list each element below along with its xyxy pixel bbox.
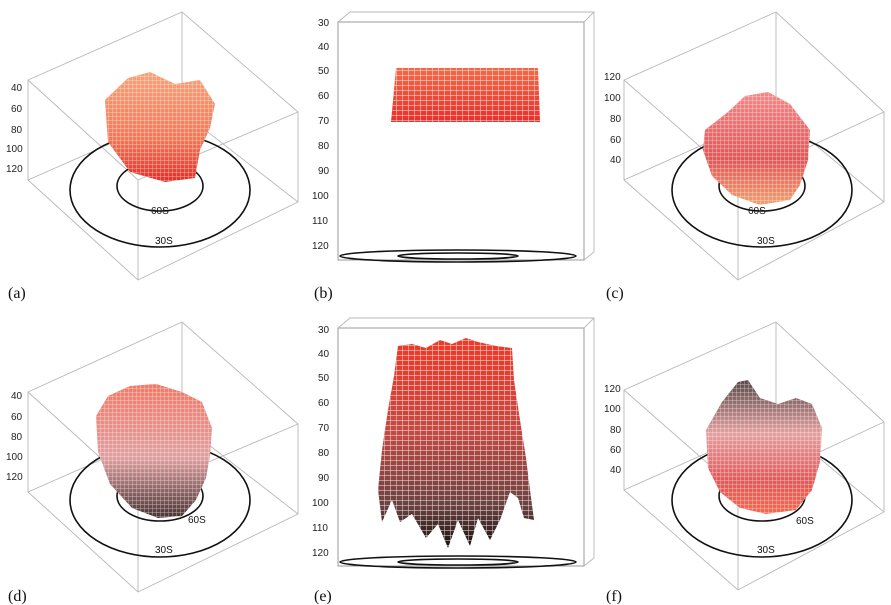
ticks-d: 40 60 80 100 120 bbox=[6, 391, 23, 483]
svg-text:70: 70 bbox=[318, 116, 330, 127]
shape-d bbox=[96, 384, 212, 518]
svg-text:40: 40 bbox=[318, 349, 330, 360]
ring-label-60s: 60S bbox=[796, 516, 814, 527]
svg-text:30: 30 bbox=[318, 325, 330, 336]
svg-text:80: 80 bbox=[610, 114, 622, 125]
ring-label-30s: 30S bbox=[757, 545, 775, 556]
panel-label-b: (b) bbox=[314, 285, 333, 302]
svg-text:80: 80 bbox=[318, 448, 330, 459]
shape-a bbox=[105, 72, 215, 182]
svg-text:120: 120 bbox=[312, 241, 329, 252]
svg-text:50: 50 bbox=[318, 66, 330, 77]
svg-text:100: 100 bbox=[6, 144, 23, 155]
panel-a: 60S 30S 40 60 80 100 120 (a) bbox=[6, 11, 299, 302]
svg-text:100: 100 bbox=[312, 498, 329, 509]
ticks-a: 40 60 80 100 120 bbox=[6, 83, 23, 175]
rings-b bbox=[339, 249, 577, 263]
ticks-e: 30 40 50 60 70 80 90 100 110 120 bbox=[312, 325, 330, 559]
svg-text:80: 80 bbox=[11, 432, 23, 443]
ring-label-30s: 30S bbox=[757, 236, 775, 247]
svg-text:40: 40 bbox=[11, 83, 23, 94]
svg-text:40: 40 bbox=[610, 465, 622, 476]
box-a bbox=[27, 11, 299, 281]
panel-c: 60S 30S 120 100 80 60 40 (c) bbox=[604, 11, 885, 302]
svg-text:120: 120 bbox=[604, 72, 621, 83]
svg-text:100: 100 bbox=[604, 93, 621, 104]
svg-text:120: 120 bbox=[312, 548, 329, 559]
ring-60s bbox=[397, 558, 519, 566]
svg-text:90: 90 bbox=[318, 166, 330, 177]
ring-60s bbox=[397, 252, 519, 260]
svg-text:40: 40 bbox=[11, 391, 23, 402]
ticks-c: 120 100 80 60 40 bbox=[604, 72, 622, 166]
panel-e: 30 40 50 60 70 80 90 100 110 120 (e) bbox=[312, 317, 596, 605]
svg-text:120: 120 bbox=[6, 472, 23, 483]
panel-label-f: (f) bbox=[606, 588, 622, 605]
svg-text:80: 80 bbox=[11, 125, 23, 136]
svg-text:30: 30 bbox=[318, 18, 330, 29]
ticks-b: 30 40 50 60 70 80 90 100 110 120 bbox=[312, 18, 330, 252]
ring-30s bbox=[339, 555, 577, 569]
panel-label-d: (d) bbox=[8, 588, 27, 605]
svg-text:60: 60 bbox=[11, 412, 23, 423]
shape-c bbox=[703, 92, 810, 205]
svg-text:70: 70 bbox=[318, 423, 330, 434]
svg-text:80: 80 bbox=[318, 141, 330, 152]
ring-label-60s: 60S bbox=[748, 206, 766, 217]
svg-text:60: 60 bbox=[318, 91, 330, 102]
svg-text:100: 100 bbox=[312, 191, 329, 202]
panel-d: 60S 30S 40 60 80 100 120 (d) bbox=[6, 321, 299, 605]
ring-label-60s: 60S bbox=[188, 515, 206, 526]
svg-text:100: 100 bbox=[604, 404, 621, 415]
panel-label-c: (c) bbox=[606, 285, 624, 302]
ring-label-60s: 60S bbox=[151, 206, 169, 217]
panel-label-a: (a) bbox=[8, 285, 26, 302]
panel-label-e: (e) bbox=[314, 588, 332, 605]
svg-text:110: 110 bbox=[312, 523, 328, 534]
rings-e bbox=[339, 555, 577, 569]
svg-text:40: 40 bbox=[610, 155, 622, 166]
svg-text:110: 110 bbox=[312, 216, 328, 227]
svg-text:90: 90 bbox=[318, 473, 330, 484]
svg-text:50: 50 bbox=[318, 373, 330, 384]
panel-f: 60S 30S 120 100 80 60 40 (f) bbox=[604, 321, 885, 605]
frame-b bbox=[337, 11, 596, 261]
shape-e bbox=[378, 338, 534, 548]
ticks-f: 120 100 80 60 40 bbox=[604, 384, 622, 476]
svg-text:100: 100 bbox=[6, 452, 23, 463]
frame-e bbox=[337, 317, 596, 567]
panel-b: 30 40 50 60 70 80 90 100 110 120 (b) bbox=[312, 11, 596, 302]
svg-text:60: 60 bbox=[318, 398, 330, 409]
svg-text:120: 120 bbox=[604, 384, 621, 395]
svg-text:40: 40 bbox=[318, 42, 330, 53]
svg-text:120: 120 bbox=[6, 164, 23, 175]
ring-label-30s: 30S bbox=[155, 236, 173, 247]
svg-text:60: 60 bbox=[11, 104, 23, 115]
shape-b bbox=[391, 68, 540, 122]
svg-text:60: 60 bbox=[610, 445, 622, 456]
shape-f bbox=[706, 380, 822, 514]
ring-30s bbox=[339, 249, 577, 263]
svg-text:80: 80 bbox=[610, 425, 622, 436]
ring-label-30s: 30S bbox=[155, 545, 173, 556]
svg-text:60: 60 bbox=[610, 135, 622, 146]
